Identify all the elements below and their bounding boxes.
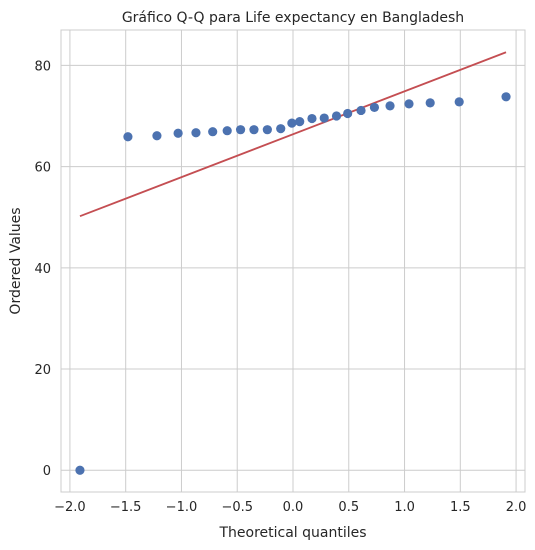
- data-point: [454, 97, 464, 107]
- grid: [61, 30, 525, 492]
- y-tick-label: 60: [34, 161, 51, 176]
- data-point: [295, 116, 305, 127]
- data-point: [501, 92, 511, 102]
- data-point: [222, 126, 232, 136]
- x-tick-label: 1.0: [394, 500, 415, 515]
- y-axis-label: Ordered Values: [8, 207, 24, 314]
- data-point: [319, 113, 329, 123]
- data-point: [208, 127, 218, 137]
- x-tick-label: −0.5: [221, 500, 253, 515]
- y-ticks: 0 20 40 60 80: [34, 59, 51, 479]
- data-point: [356, 105, 366, 116]
- x-tick-label: 2.0: [506, 500, 527, 515]
- data-point: [123, 132, 133, 142]
- data-point: [385, 101, 395, 111]
- x-axis-label: Theoretical quantiles: [218, 525, 366, 541]
- fit-line-group: [79, 51, 507, 218]
- data-point: [331, 111, 342, 121]
- x-tick-label: −1.0: [166, 500, 198, 515]
- y-tick-label: 20: [34, 363, 51, 378]
- data-point: [235, 125, 246, 135]
- data-point: [276, 124, 286, 134]
- data-point: [152, 131, 162, 141]
- x-ticks: −2.0 −1.5 −1.0 −0.5 0.0 0.5 1.0 1.5 2.0: [54, 500, 526, 515]
- y-tick-label: 80: [34, 59, 51, 74]
- y-tick-label: 0: [43, 464, 51, 479]
- fit-line: [79, 51, 507, 218]
- data-point: [191, 128, 201, 138]
- data-point: [75, 465, 85, 475]
- x-tick-label: −1.5: [110, 500, 142, 515]
- data-point: [307, 113, 317, 124]
- chart-title: Gráfico Q-Q para Life expectancy en Bang…: [122, 10, 464, 26]
- data-point: [249, 125, 259, 135]
- data-point: [262, 125, 272, 135]
- y-tick-label: 40: [34, 262, 51, 277]
- data-point: [343, 108, 353, 119]
- data-point: [425, 98, 435, 108]
- x-tick-label: 1.5: [450, 500, 471, 515]
- data-point: [287, 118, 297, 128]
- data-point: [369, 102, 380, 113]
- plot-frame: [60, 29, 526, 493]
- x-tick-label: −2.0: [54, 500, 86, 515]
- x-tick-label: 0.5: [338, 500, 359, 515]
- x-tick-label: 0.0: [283, 500, 304, 515]
- data-point: [173, 128, 183, 138]
- data-point: [404, 99, 414, 109]
- data-points: [75, 92, 511, 475]
